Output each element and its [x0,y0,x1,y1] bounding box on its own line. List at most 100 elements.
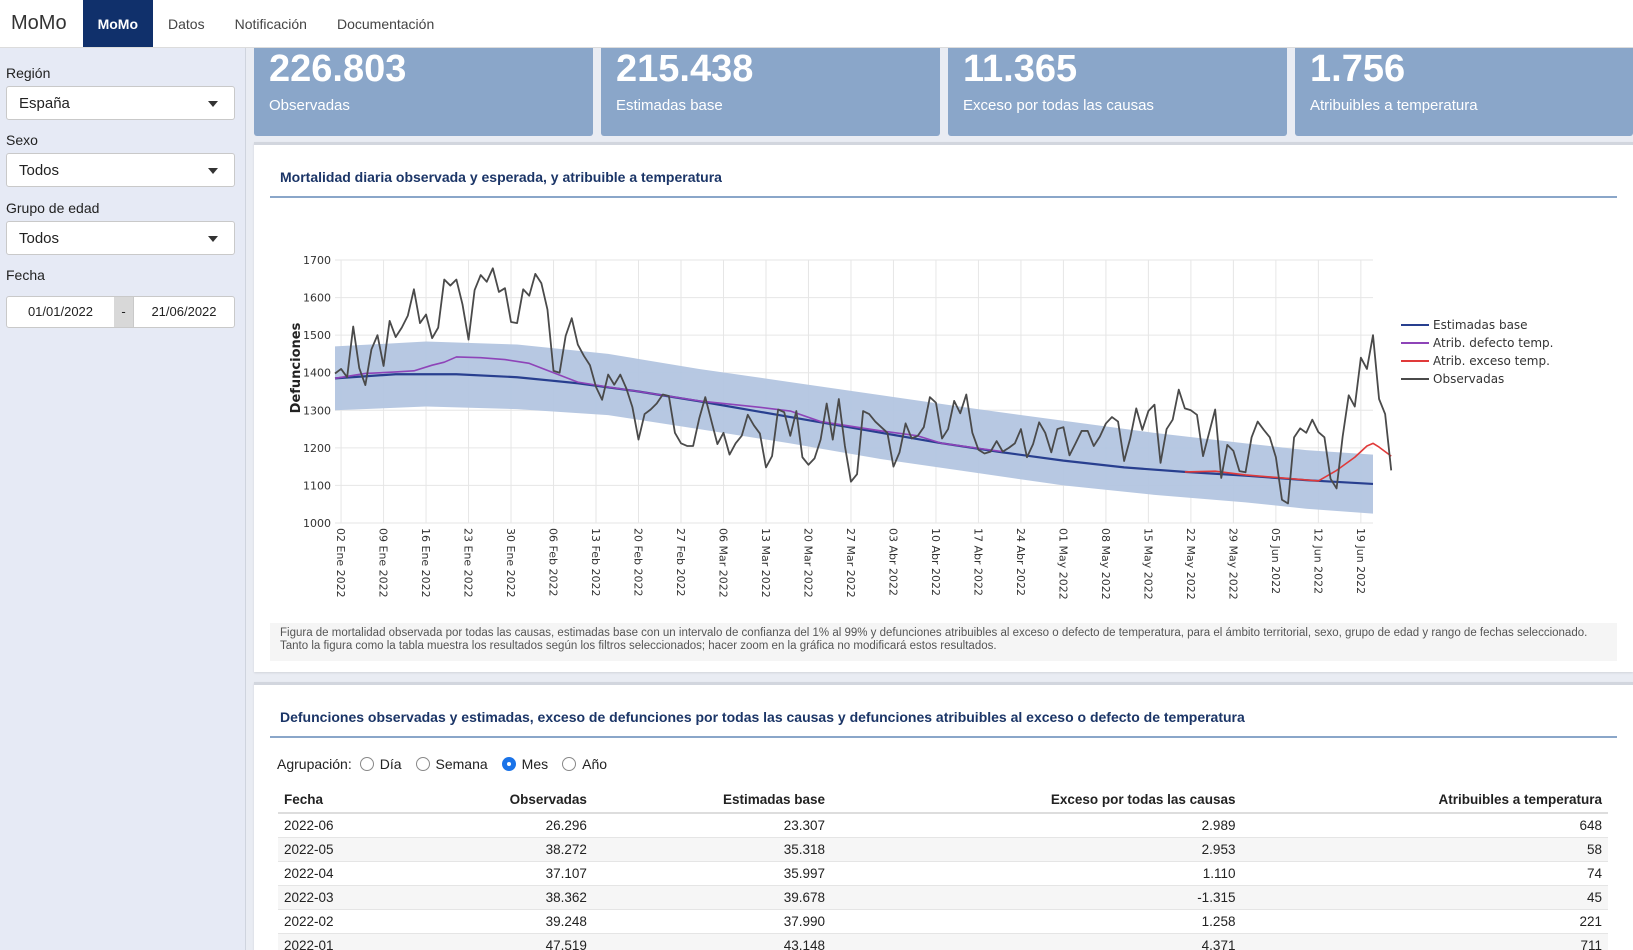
title-divider [270,196,1617,198]
valuebox-temperatura: 1.756 Atribuibles a temperatura [1295,48,1633,136]
chevron-down-icon [208,101,218,107]
radio-label: Día [379,756,402,772]
column-header[interactable]: Observadas [406,785,593,814]
tab-documentacion[interactable]: Documentación [336,15,435,32]
edad-select[interactable]: Todos [6,221,235,255]
valuebox-observadas: 226.803 Observadas [254,48,593,136]
y-tick-label: 1500 [303,329,331,342]
x-tick-label: 17 Abr 2022 [971,528,984,596]
valuebox-exceso: 11.365 Exceso por todas las causas [948,48,1287,136]
x-tick-label: 05 Jun 2022 [1269,528,1282,594]
table-cell: 23.307 [592,813,832,838]
table-cell: 2022-02 [278,909,407,934]
table-row: 2022-05 38.272 35.318 2.953 58 [278,837,1608,862]
x-tick-label: 16 Ene 2022 [419,528,432,598]
table-cell: 47.519 [406,933,593,950]
x-tick-label: 02 Ene 2022 [334,528,347,598]
y-axis-ticks: 1000 1100 1200 1300 1400 1500 1600 1700 [303,254,331,530]
tab-datos[interactable]: Datos [168,15,205,32]
radio-circle[interactable] [562,757,577,771]
sexo-select[interactable]: Todos [6,153,235,187]
tab-notificacion[interactable]: Notificación [234,15,307,32]
table-cell: 2022-06 [278,813,407,838]
fecha-end-input[interactable]: 21/06/2022 [133,296,235,328]
mortality-chart[interactable]: 1000 1100 1200 1300 1400 1500 1600 1700 02 Ene … [254,225,1633,605]
x-tick-label: 20 Mar 2022 [801,528,814,598]
table-cell: 711 [1241,933,1608,950]
table-cell: 35.997 [592,861,832,886]
column-header[interactable]: Fecha [278,785,407,814]
radio-circle-selected[interactable] [501,757,516,771]
table-row: 2022-01 47.519 43.148 4.371 711 [278,933,1608,950]
region-value: España [19,95,70,112]
x-tick-label: 23 Ene 2022 [462,528,475,598]
chart-panel: Mortalidad diaria observada y esperada, … [254,142,1633,672]
sexo-label: Sexo [6,132,38,148]
x-tick-label: 27 Feb 2022 [674,528,687,596]
table-cell: 39.248 [406,909,593,934]
x-tick-label: 12 Jun 2022 [1311,528,1324,594]
column-header[interactable]: Atribuibles a temperatura [1241,785,1608,814]
x-tick-label: 19 Jun 2022 [1354,528,1367,594]
valuebox-value: 215.438 [616,48,754,90]
table-cell: 1.110 [831,861,1242,886]
y-tick-label: 1600 [303,292,331,305]
table-row: 2022-02 39.248 37.990 1.258 221 [278,909,1608,934]
y-axis-label: Defunciones [289,322,304,413]
table-panel: Defunciones observadas y estimadas, exce… [254,682,1633,950]
radio-anio[interactable]: Año [562,756,607,772]
valuebox-label: Observadas [269,97,350,114]
series-exceso-line [1184,442,1392,482]
table-header-row: Fecha Observadas Estimadas base Exceso por … [278,785,1608,814]
x-tick-label: 03 Abr 2022 [886,528,899,596]
table-cell: 2022-01 [278,933,407,950]
column-header[interactable]: Estimadas base [592,785,832,814]
x-tick-label: 20 Feb 2022 [632,528,645,596]
table-cell: 37.107 [406,861,593,886]
y-tick-label: 1400 [303,367,331,380]
series-estimadas-line [334,373,1374,486]
x-tick-label: 08 May 2022 [1099,528,1112,600]
title-divider [270,736,1617,738]
table-cell: 2022-04 [278,861,407,886]
radio-label: Mes [521,756,549,772]
tab-momo[interactable]: MoMo [82,0,154,47]
table-cell: 38.362 [406,885,593,910]
x-tick-label: 24 Abr 2022 [1014,528,1027,596]
table-cell: 2022-03 [278,885,407,910]
x-tick-label: 15 May 2022 [1141,528,1154,600]
chart-caption: Figura de mortalidad observada por todas… [270,623,1617,661]
x-tick-label: 29 May 2022 [1226,528,1239,600]
valuebox-label: Estimadas base [616,97,723,114]
edad-label: Grupo de edad [6,200,100,216]
table-cell: 648 [1241,813,1608,838]
table-cell: 2022-05 [278,837,407,862]
y-tick-label: 1000 [303,517,331,530]
radio-mes[interactable]: Mes [501,756,549,772]
table-cell: 74 [1241,861,1608,886]
x-axis-ticks: 02 Ene 2022 09 Ene 2022 16 Ene 2022 23 Ene … [334,528,1367,600]
chart-panel-title: Mortalidad diaria observada y esperada, … [280,169,722,185]
x-tick-label: 22 May 2022 [1184,528,1197,600]
chart-lines [334,267,1393,505]
legend-label: Atrib. defecto temp. [1433,336,1554,350]
y-tick-label: 1300 [303,404,331,417]
table-cell: 221 [1241,909,1608,934]
x-tick-label: 09 Ene 2022 [377,528,390,598]
radio-dia[interactable]: Día [359,756,402,772]
column-header[interactable]: Exceso por todas las causas [831,785,1242,814]
fecha-start-input[interactable]: 01/01/2022 [6,296,115,328]
radio-label: Año [582,756,608,772]
legend-label: Observadas [1433,372,1504,386]
main-content: 226.803 Observadas 215.438 Estimadas bas… [246,48,1633,950]
y-tick-label: 1700 [303,254,331,267]
radio-label: Semana [435,756,488,772]
radio-circle[interactable] [359,757,374,771]
app-brand[interactable]: MoMo [11,12,67,34]
radio-semana[interactable]: Semana [415,756,488,772]
chevron-down-icon [208,236,218,242]
valuebox-label: Atribuibles a temperatura [1310,97,1478,114]
region-label: Región [6,65,51,81]
region-select[interactable]: España [6,86,235,120]
radio-circle[interactable] [415,757,430,771]
